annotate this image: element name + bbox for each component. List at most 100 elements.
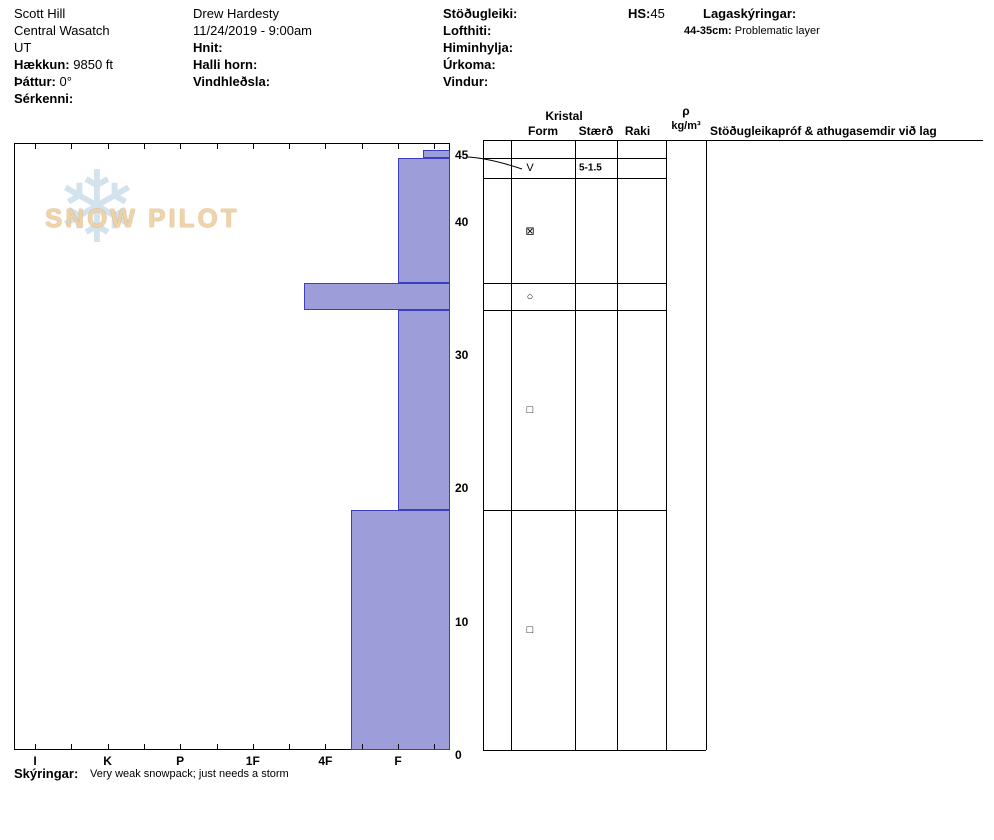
observer-name: Drew Hardesty [193,6,279,21]
stability-label: Stöðugleiki: [443,6,518,21]
layer-note: 44-35cm: Problematic layer [684,25,820,37]
axis-tick [361,744,363,749]
axis-tick [143,144,145,149]
aspect-label: Þáttur: [14,74,56,89]
hs-label: HS: [628,6,651,21]
wind-loading-label: Vindhleðsla: [193,74,271,89]
axis-tick [252,744,254,749]
sky-cover-label: Himinhylja: [443,40,514,55]
hardness-axis-label: 4F [318,754,333,768]
table-column-line [511,140,512,750]
table-row-line [483,158,666,159]
table-row-line [483,178,666,179]
grain-form-symbol: V [526,162,534,174]
snowflake-icon: ❄ [55,152,139,264]
depth-axis-label: 40 [455,214,469,229]
table-column-line [483,140,484,750]
state-name: UT [14,40,32,55]
axis-tick [180,744,182,749]
size-col-header: Stærð [578,124,614,138]
axis-tick [398,144,399,149]
layer-bar [350,510,450,750]
table-bottom-line [483,750,706,751]
axis-tick [107,144,109,149]
density-symbol: ρ [682,104,690,118]
notes-text: Very weak snowpack; just needs a storm [90,768,289,780]
axis-tick [216,144,218,149]
snow-height-row: HS:45 [628,6,665,21]
pit-name: Scott Hill [14,6,66,21]
wind-label: Vindur: [443,74,489,89]
axis-tick [252,144,254,149]
layer-bar [398,158,450,284]
table-column-line [706,140,707,750]
air-temp-label: Lofthiti: [443,23,492,38]
axis-tick [434,144,436,149]
table-row-line [483,510,666,511]
pit-datetime: 11/24/2019 - 9:00am [193,23,313,38]
elevation-label: Hækkun: [14,57,70,72]
elevation-value: 9850 ft [73,57,114,72]
table-column-line [666,140,667,750]
grain-size-value: 5-1.5 [579,162,602,174]
layer-note-range: 44-35cm: [684,25,732,37]
axis-tick [107,744,109,749]
table-row-line [483,283,666,285]
axis-tick [325,144,327,149]
table-row-line [483,310,666,311]
features-label: Sérkenni: [14,91,74,106]
crystal-header: Kristal [545,109,583,123]
moisture-col-header: Raki [624,124,651,138]
axis-tick [398,744,399,749]
depth-axis-label: 30 [455,348,469,362]
hs-value: 45 [650,6,665,21]
precip-label: Úrkoma: [443,57,496,72]
axis-tick [35,744,36,749]
hardness-axis-label: F [394,754,402,768]
grain-form-symbol: □ [526,624,534,636]
thin-layer-leader-line [467,156,523,170]
layer-bar [398,310,450,510]
table-top-line [483,140,983,141]
layer-bar [303,283,450,310]
table-column-line [617,140,618,750]
depth-axis-label: 45 [455,148,469,162]
axis-tick [289,144,291,149]
hardness-axis-label: I [33,754,37,768]
coords-label: Hnit: [193,40,223,55]
notes-label: Skýringar: [14,766,79,781]
density-unit: kg/m³ [671,120,701,132]
grain-form-symbol: ○ [526,290,534,303]
hardness-axis-label: K [103,754,112,768]
grain-form-symbol: □ [526,404,534,416]
axis-tick [35,144,36,149]
elevation-row: Hækkun: 9850 ft [14,57,113,72]
slope-angle-label: Halli horn: [193,57,258,72]
aspect-value: 0° [59,74,72,89]
comments-col-header: Stöðugleikapróf & athugasemdir við lag [710,124,937,138]
range-name: Central Wasatch [14,23,110,38]
axis-tick [434,744,436,749]
layer-note-text: Problematic layer [734,25,820,37]
axis-tick [361,144,363,149]
axis-tick [143,744,145,749]
axis-tick [180,144,182,149]
snowpilot-logo-text: SNOW PILOT [45,203,240,233]
layer-bar [423,150,450,158]
layer-notes-label: Lagaskýringar: [703,6,797,21]
table-column-line [575,140,576,750]
axis-tick [71,744,73,749]
depth-axis-label: 0 [455,748,462,762]
depth-axis-label: 20 [455,481,469,496]
axis-tick [216,744,218,749]
aspect-row: Þáttur: 0° [14,74,72,89]
hardness-axis-label: 1F [245,754,260,768]
axis-tick [289,744,291,749]
grain-form-symbol: ⊠ [525,225,535,238]
hardness-axis-label: P [176,754,185,768]
form-col-header: Form [528,124,558,138]
axis-tick [71,144,73,149]
depth-axis-label: 10 [455,614,469,629]
